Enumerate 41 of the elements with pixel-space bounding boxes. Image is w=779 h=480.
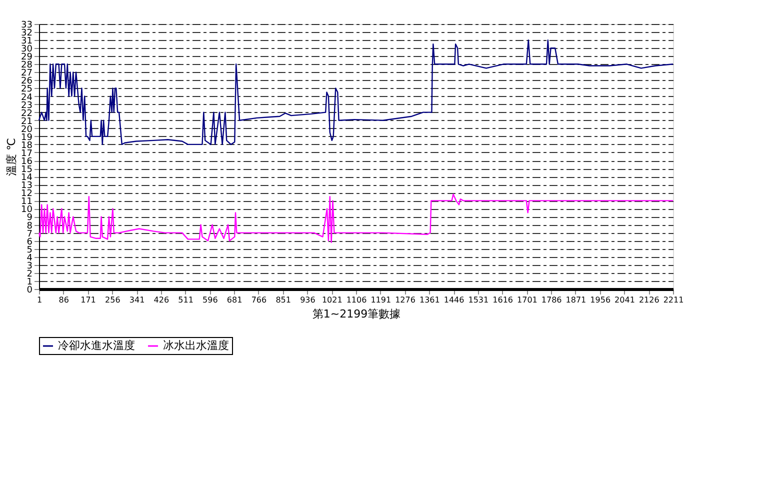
x-tick-label: 2041 [614, 296, 635, 304]
x-tick-label: 426 [154, 296, 170, 304]
x-tick-label: 1446 [444, 296, 464, 304]
x-tick-label: 1 [36, 296, 42, 304]
y-tick-label: 8 [26, 221, 33, 232]
x-axis-title: 第1~2199筆數據 [312, 308, 401, 320]
x-tick-label: 341 [129, 296, 145, 304]
x-tick-label: 1871 [566, 296, 586, 304]
x-tick-label: 511 [178, 296, 194, 304]
x-tick-label: 1786 [541, 296, 562, 304]
y-tick-label: 18 [21, 140, 33, 151]
legend-label: 冷卻水進水溫度 [58, 339, 135, 352]
x-tick-label: 1361 [419, 296, 440, 304]
x-tick-label: 2211 [663, 296, 684, 304]
y-tick-label: 6 [26, 237, 33, 248]
y-tick-label: 5 [26, 245, 32, 256]
line-series [38, 39, 674, 146]
x-tick-label: 2126 [638, 296, 660, 304]
y-tick-label: 1 [26, 277, 32, 288]
y-tick-label: 2 [26, 269, 32, 280]
x-tick-label: 1276 [395, 296, 416, 304]
y-tick-label: 0 [26, 286, 33, 296]
x-tick-label: 1616 [492, 296, 513, 304]
x-tick-label: 171 [80, 296, 96, 304]
x-tick-label: 681 [226, 296, 242, 304]
legend-label: 冰水出水溫度 [163, 339, 229, 352]
x-tick-label: 851 [276, 296, 291, 304]
x-tick-label: 936 [300, 296, 316, 304]
x-tick-label: 1531 [468, 296, 489, 304]
x-tick-label: 1956 [590, 296, 611, 304]
x-tick-label: 766 [251, 296, 267, 304]
x-tick-label: 1701 [517, 296, 538, 304]
line-series [38, 194, 674, 244]
x-tick-label: 596 [202, 296, 218, 304]
y-axis-title: 溫度 ℃ [5, 138, 18, 176]
y-tick-label: 20 [21, 124, 33, 135]
x-tick-label: 1106 [346, 296, 367, 304]
x-tick-label: 256 [105, 296, 120, 304]
x-tick-label: 1191 [370, 296, 392, 304]
x-tick-label: 86 [58, 296, 69, 304]
x-tick-label: 1021 [322, 296, 342, 304]
